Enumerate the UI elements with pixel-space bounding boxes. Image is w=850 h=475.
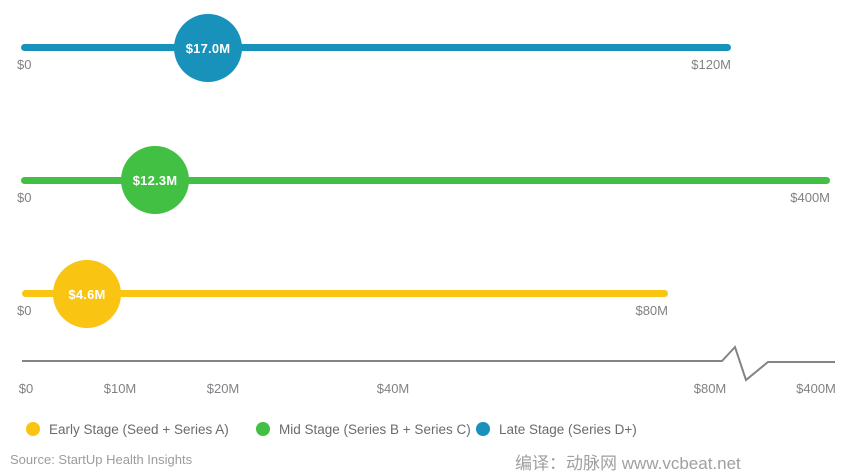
early-stage-track bbox=[22, 290, 668, 297]
legend-item-late-stage: Late Stage (Series D+) bbox=[476, 421, 637, 437]
late-stage-value-label: $17.0M bbox=[185, 40, 231, 56]
early-stage-max-label: $80M bbox=[635, 303, 668, 318]
legend-label-early-stage: Early Stage (Seed + Series A) bbox=[49, 421, 229, 437]
axis-tick-80m: $80M bbox=[693, 381, 727, 396]
mid-stage-min-label: $0 bbox=[17, 190, 32, 205]
axis-tick-400m: $400M bbox=[796, 381, 836, 396]
axis-tick-10m: $10M bbox=[103, 381, 137, 396]
late-stage-min-label: $0 bbox=[17, 57, 32, 72]
legend-label-mid-stage: Mid Stage (Series B + Series C) bbox=[279, 421, 471, 437]
early-stage-min-label: $0 bbox=[17, 303, 32, 318]
early-stage-value-bubble: $4.6M bbox=[53, 260, 121, 328]
late-stage-track bbox=[21, 44, 731, 51]
mid-stage-legend-dot-icon bbox=[256, 422, 270, 436]
legend-item-early-stage: Early Stage (Seed + Series A) bbox=[26, 421, 229, 437]
late-stage-legend-dot-icon bbox=[476, 422, 490, 436]
axis-tick-40m: $40M bbox=[376, 381, 410, 396]
source-note: Source: StartUp Health Insights bbox=[10, 452, 193, 467]
mid-stage-value-label: $12.3M bbox=[132, 172, 178, 188]
early-stage-legend-dot-icon bbox=[26, 422, 40, 436]
axis-tick-0: $0 bbox=[18, 381, 34, 396]
early-stage-value-label: $4.6M bbox=[68, 286, 106, 302]
mid-stage-max-label: $400M bbox=[790, 190, 830, 205]
late-stage-max-label: $120M bbox=[691, 57, 731, 72]
legend-label-late-stage: Late Stage (Series D+) bbox=[499, 421, 637, 437]
axis-tick-20m: $20M bbox=[206, 381, 240, 396]
late-stage-value-bubble: $17.0M bbox=[174, 14, 242, 82]
legend-item-mid-stage: Mid Stage (Series B + Series C) bbox=[256, 421, 471, 437]
mid-stage-value-bubble: $12.3M bbox=[121, 146, 189, 214]
mid-stage-track bbox=[21, 177, 830, 184]
axis-line-with-break bbox=[22, 345, 835, 382]
credit-note: 编译：动脉网 www.vcbeat.net bbox=[515, 454, 741, 473]
